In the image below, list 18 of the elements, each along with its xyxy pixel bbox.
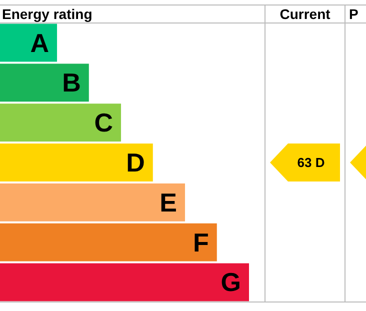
y-tick-label: B <box>62 68 81 98</box>
bar <box>0 223 217 262</box>
y-tick-label: C <box>94 108 114 138</box>
y-tick-label: F <box>192 227 209 258</box>
bar <box>0 24 58 62</box>
bar <box>0 64 89 102</box>
y-tick-label: E <box>160 187 178 218</box>
bar <box>0 263 249 302</box>
text: P <box>349 6 358 22</box>
text: Energy rating <box>2 6 92 22</box>
y-tick-label: D <box>126 148 145 178</box>
y-tick-label: A <box>30 28 50 58</box>
bar <box>0 183 186 222</box>
text: 63 D <box>297 155 325 170</box>
text: Current <box>280 6 331 22</box>
y-tick-label: G <box>220 267 241 298</box>
bar <box>0 144 153 182</box>
bar <box>0 104 122 142</box>
